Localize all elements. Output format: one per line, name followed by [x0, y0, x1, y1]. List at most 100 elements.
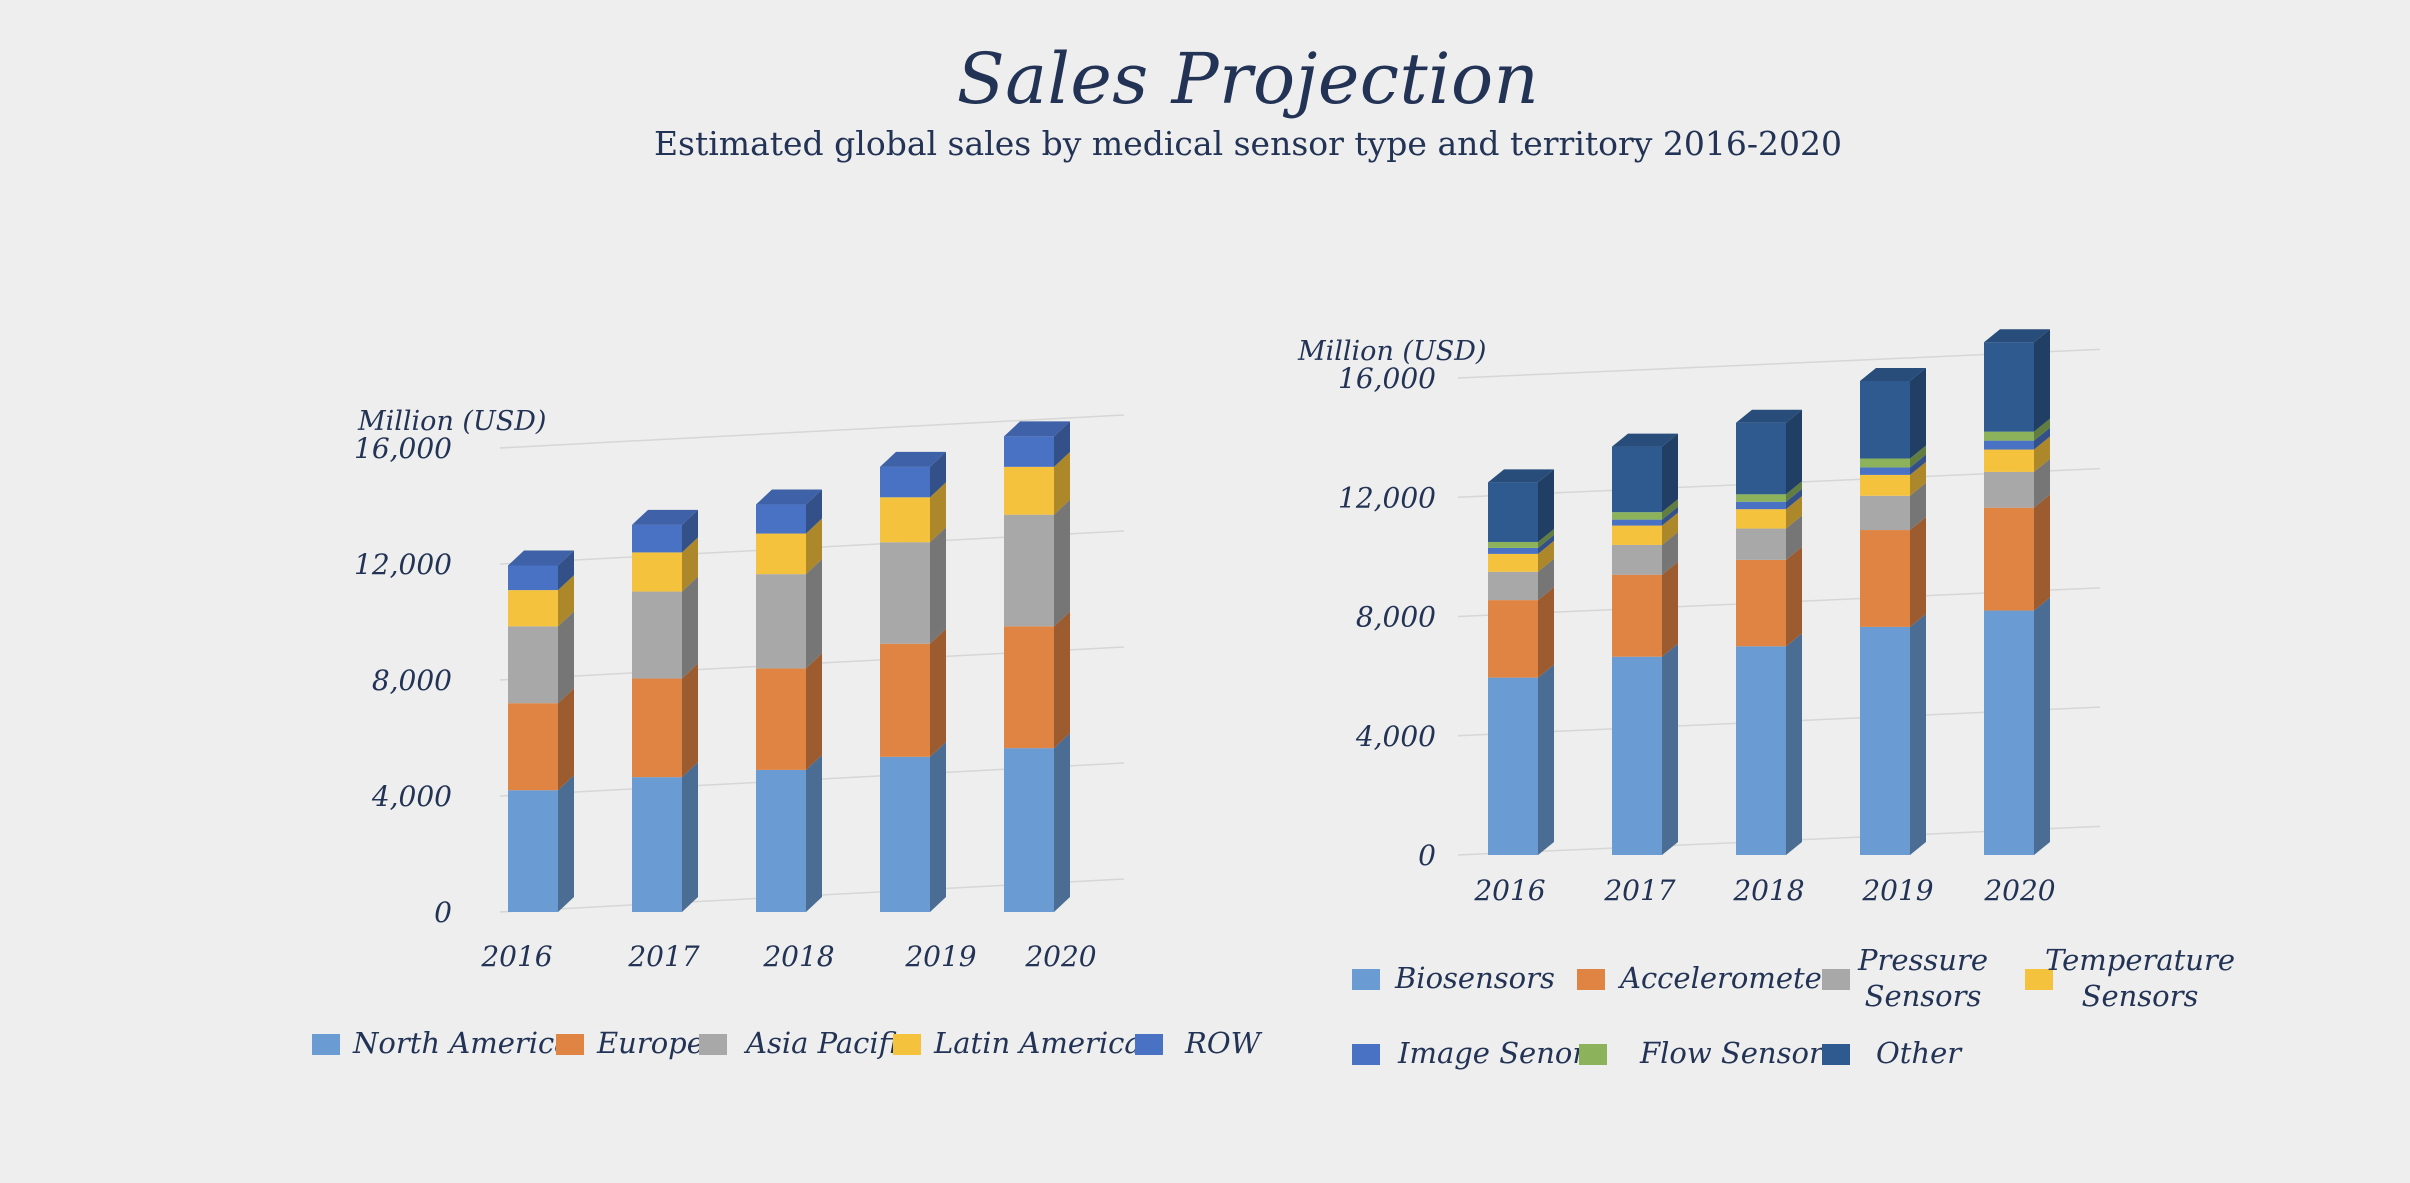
legend-item-biosensors: Biosensors — [1352, 961, 1555, 995]
legend-swatch — [1577, 969, 1605, 990]
bar-image-senors-2016 — [1488, 534, 1554, 554]
y-tick-label: 8,000 — [372, 664, 452, 697]
legend-item-latin-america: Latin America — [893, 1026, 1142, 1060]
legend-item-asia-pacific: Asia Pacific — [699, 1026, 914, 1060]
bar-stack-2018 — [1736, 409, 1802, 855]
bar-latin-america-2017 — [632, 537, 698, 592]
legend-item-flow-sensors: Flow Sensors — [1579, 1036, 1838, 1070]
bar-latin-america-2019 — [880, 482, 946, 543]
bar-other-2016 — [1488, 469, 1554, 542]
bar-stack-2019 — [880, 451, 946, 912]
bar-stack-2019 — [1860, 367, 1926, 855]
legend-label: Biosensors — [1394, 961, 1555, 995]
bar-accelerometers-2020 — [1984, 494, 2050, 611]
bar-north-america-2020 — [1004, 733, 1070, 912]
bar-north-america-2019 — [880, 741, 946, 912]
bar-accelerometers-2019 — [1860, 517, 1926, 627]
bar-stack-2020 — [1004, 421, 1070, 912]
y-tick-label: 12,000 — [1338, 481, 1436, 514]
bar-pressure-sensors-2019 — [1860, 482, 1926, 531]
bar-other-2019 — [1860, 367, 1926, 459]
bar-row-2018 — [756, 489, 822, 534]
page-subtitle: Estimated global sales by medical sensor… — [653, 124, 1843, 163]
legend-swatch — [1822, 1044, 1850, 1065]
legend-label: North America — [352, 1026, 572, 1060]
bar-stack-2017 — [1612, 433, 1678, 855]
x-tick-label: 2018 — [1732, 874, 1804, 907]
bar-other-2017 — [1612, 433, 1678, 513]
bar-other-2020 — [1984, 329, 2050, 432]
bar-biosensors-2020 — [1984, 597, 2050, 855]
legend-item-north-america: North America — [312, 1026, 572, 1060]
legend-label: Temperature Sensors — [2045, 943, 2235, 1013]
bar-temperature-sensors-2020 — [1984, 436, 2050, 472]
bar-biosensors-2018 — [1736, 633, 1802, 855]
bar-stack-2018 — [756, 489, 822, 912]
x-tick-label: 2016 — [480, 940, 552, 973]
legend-label: Asia Pacific — [743, 1026, 914, 1060]
bar-other-2018 — [1736, 409, 1802, 495]
legend-swatch — [1352, 1044, 1380, 1065]
bar-flow-sensors-2019 — [1860, 445, 1926, 468]
bar-latin-america-2020 — [1004, 451, 1070, 515]
unit-label: Million (USD) — [1297, 336, 1486, 367]
bar-flow-sensors-2017 — [1612, 499, 1678, 520]
bar-temperature-sensors-2016 — [1488, 540, 1554, 572]
bar-europe-2019 — [880, 628, 946, 757]
bar-biosensors-2016 — [1488, 664, 1554, 855]
x-tick-label: 2017 — [627, 940, 699, 973]
legend-swatch — [1579, 1044, 1607, 1065]
x-tick-label: 2020 — [1983, 874, 2055, 907]
legend-label: Other — [1876, 1036, 1963, 1070]
bar-accelerometers-2016 — [1488, 587, 1554, 678]
legend-item-pressure-sensors: Pressure Sensors — [1822, 943, 1988, 1013]
bar-image-senors-2018 — [1736, 488, 1802, 510]
y-tick-label: 4,000 — [371, 780, 452, 813]
legend-swatch — [699, 1034, 727, 1055]
legend-swatch — [1135, 1034, 1163, 1055]
bar-stack-2016 — [508, 550, 574, 912]
y-tick-label: 0 — [1418, 839, 1436, 872]
bar-north-america-2018 — [756, 754, 822, 912]
bar-row-2017 — [632, 509, 698, 553]
x-tick-label: 2017 — [1603, 874, 1675, 907]
bar-europe-2016 — [508, 688, 574, 791]
bar-stack-2016 — [1488, 469, 1554, 855]
bar-asia-pacific-2019 — [880, 527, 946, 644]
bar-pressure-sensors-2020 — [1984, 458, 2050, 508]
legend-label: ROW — [1184, 1026, 1263, 1060]
bar-temperature-sensors-2019 — [1860, 461, 1926, 496]
legend-swatch — [556, 1034, 584, 1055]
bar-accelerometers-2017 — [1612, 561, 1678, 657]
legend-swatch — [1822, 969, 1850, 990]
legend-swatch — [1352, 969, 1380, 990]
x-tick-label: 2020 — [1024, 940, 1096, 973]
bar-temperature-sensors-2017 — [1612, 512, 1678, 545]
legend-item-temperature-sensors: Temperature Sensors — [2025, 943, 2235, 1013]
bar-asia-pacific-2017 — [632, 576, 698, 679]
unit-label: Million (USD) — [357, 406, 546, 437]
bar-europe-2020 — [1004, 611, 1070, 749]
bar-accelerometers-2018 — [1736, 546, 1802, 647]
legend-label: Latin America — [933, 1026, 1142, 1060]
legend-label: Europe — [596, 1026, 704, 1060]
bar-image-senors-2017 — [1612, 506, 1678, 526]
bar-pressure-sensors-2016 — [1488, 558, 1554, 601]
legend-swatch — [893, 1034, 921, 1055]
bar-flow-sensors-2020 — [1984, 418, 2050, 441]
y-tick-label: 16,000 — [354, 432, 452, 465]
bar-latin-america-2016 — [508, 575, 574, 627]
bar-asia-pacific-2018 — [756, 559, 822, 669]
bar-row-2019 — [880, 451, 946, 498]
legend-item-other: Other — [1822, 1036, 1963, 1070]
legend-item-image-senors: Image Senors — [1352, 1036, 1601, 1070]
bar-pressure-sensors-2018 — [1736, 515, 1802, 560]
x-tick-label: 2019 — [1861, 874, 1933, 907]
bar-asia-pacific-2020 — [1004, 499, 1070, 627]
legend-label: Image Senors — [1397, 1036, 1601, 1070]
bar-asia-pacific-2016 — [508, 611, 574, 704]
bar-temperature-sensors-2018 — [1736, 496, 1802, 529]
bar-north-america-2016 — [508, 775, 574, 912]
